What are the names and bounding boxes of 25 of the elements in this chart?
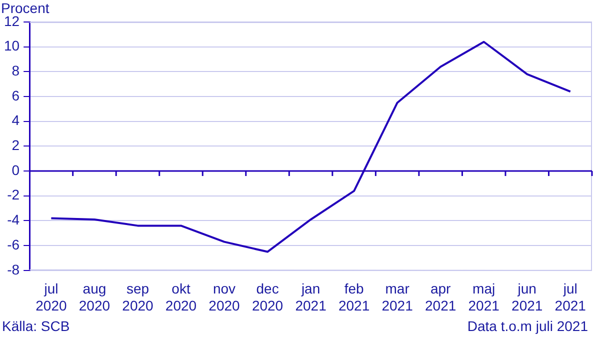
y-tick-label: 10 bbox=[4, 38, 20, 54]
y-tick-label: 4 bbox=[12, 112, 20, 128]
y-tick-label: 8 bbox=[12, 62, 20, 79]
y-tick-label: -6 bbox=[7, 236, 20, 252]
x-tick-label: jul 2020 bbox=[36, 280, 67, 314]
text: Data t.o.m juli 2021 bbox=[467, 318, 588, 334]
x-tick-label: sep 2020 bbox=[122, 280, 154, 314]
x-tick-label: jan 2021 bbox=[295, 280, 327, 314]
x-tick-label: dec 2020 bbox=[252, 280, 284, 314]
y-tick-label: -4 bbox=[7, 212, 20, 228]
x-tick-label: okt 2020 bbox=[165, 280, 197, 314]
y-tick-label: -8 bbox=[7, 261, 20, 278]
x-tick-label: apr 2021 bbox=[425, 280, 456, 314]
y-tick-label: -2 bbox=[7, 186, 20, 203]
x-tick-label: maj 2021 bbox=[468, 280, 500, 314]
y-tick-label: 2 bbox=[12, 137, 20, 154]
text: Källa: SCB bbox=[2, 318, 70, 334]
y-tick-label: 6 bbox=[12, 87, 20, 104]
x-tick-label: jul 2021 bbox=[554, 280, 586, 314]
x-tick-label: jun 2021 bbox=[512, 280, 543, 314]
y-tick-label: 0 bbox=[12, 162, 20, 178]
x-tick-label: nov 2020 bbox=[208, 280, 240, 314]
x-tick-label: feb 2021 bbox=[338, 280, 370, 314]
x-tick-label: mar 2021 bbox=[382, 280, 414, 314]
x-tick-label: aug 2020 bbox=[78, 280, 110, 314]
